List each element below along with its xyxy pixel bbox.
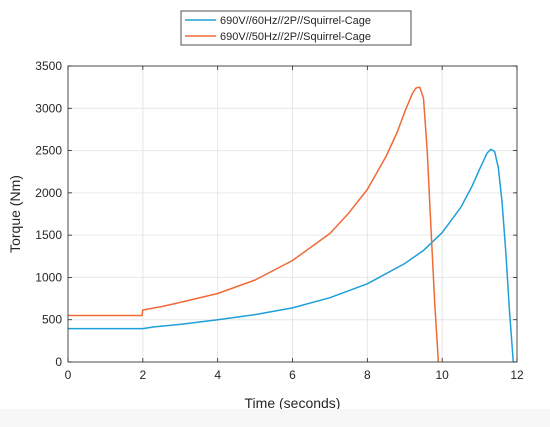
y-tick-labels: 0 500 1000 1500 2000 2500 3000 3500	[35, 59, 62, 369]
legend-box	[180, 10, 412, 46]
x-tick-labels: 0 2 4 6 8 10 12	[65, 368, 524, 382]
y-tick-label: 0	[55, 355, 62, 369]
x-tick-label: 12	[510, 368, 524, 382]
x-tick-label: 6	[289, 368, 296, 382]
legend-label-60hz: 690V//60Hz//2P//Squirrel-Cage	[220, 15, 371, 27]
y-tick-label: 1000	[35, 270, 62, 284]
x-axis-title: Time (seconds)	[245, 395, 341, 411]
y-tick-label: 1500	[35, 228, 62, 242]
y-tick-label: 2000	[35, 186, 62, 200]
y-tick-label: 500	[42, 313, 62, 327]
series-line-1	[68, 86, 440, 363]
legend-label-50hz: 690V//50Hz//2P//Squirrel-Cage	[220, 31, 371, 43]
x-tick-label: 0	[65, 368, 72, 382]
series-lines	[68, 86, 515, 363]
y-tick-label: 3000	[35, 101, 62, 115]
x-tick-label: 2	[139, 368, 146, 382]
x-tick-label: 8	[364, 368, 371, 382]
legend: 690V//60Hz//2P//Squirrel-Cage 690V//50Hz…	[180, 10, 412, 46]
y-tick-label: 2500	[35, 144, 62, 158]
y-axis-title: Torque (Nm)	[7, 175, 23, 253]
axes	[67, 65, 518, 363]
x-tick-label: 4	[214, 368, 221, 382]
footer-band	[0, 409, 550, 427]
x-tick-label: 10	[435, 368, 449, 382]
y-tick-label: 3500	[35, 59, 62, 73]
plot-area: 0 2 4 6 8 10 12 0 500 1000 1500 2000 2500 3000 3500	[35, 59, 524, 382]
series-line-0	[68, 148, 515, 363]
